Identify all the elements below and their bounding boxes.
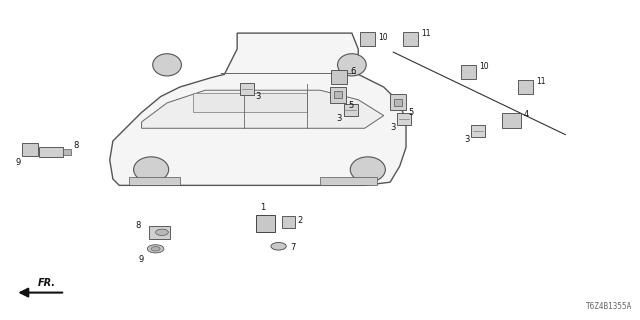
Circle shape — [147, 245, 164, 253]
Bar — [360, 32, 376, 46]
Bar — [397, 113, 411, 125]
Text: 1: 1 — [260, 203, 265, 212]
Ellipse shape — [153, 54, 181, 76]
Text: 4: 4 — [524, 109, 529, 118]
Text: 2: 2 — [298, 216, 303, 225]
Text: 3: 3 — [390, 123, 396, 132]
Text: 10: 10 — [479, 62, 489, 71]
Bar — [344, 104, 358, 116]
Bar — [63, 149, 71, 155]
Circle shape — [151, 247, 160, 251]
Text: 3: 3 — [337, 114, 342, 123]
Text: 11: 11 — [536, 77, 545, 86]
Polygon shape — [141, 90, 384, 128]
Bar — [22, 142, 38, 156]
Circle shape — [271, 243, 286, 250]
Bar — [518, 80, 533, 94]
Text: 8: 8 — [135, 221, 141, 230]
Text: T6Z4B1355A: T6Z4B1355A — [586, 302, 632, 311]
Text: 9: 9 — [16, 158, 21, 167]
Bar — [471, 125, 485, 137]
Bar — [334, 92, 342, 99]
Text: 11: 11 — [421, 28, 431, 38]
Bar — [282, 216, 294, 228]
Bar — [39, 147, 63, 157]
Bar — [461, 65, 476, 79]
Bar — [129, 178, 180, 185]
Text: 6: 6 — [351, 67, 356, 76]
Bar — [502, 113, 521, 128]
Bar — [149, 226, 170, 239]
Bar — [331, 70, 348, 84]
Bar — [390, 94, 406, 110]
Bar — [403, 32, 418, 46]
Text: 3: 3 — [464, 135, 469, 144]
Text: 9: 9 — [139, 254, 144, 264]
Bar — [330, 87, 346, 103]
Ellipse shape — [350, 157, 385, 182]
Circle shape — [156, 229, 168, 236]
Bar — [240, 83, 253, 95]
Text: 8: 8 — [74, 140, 79, 149]
Polygon shape — [109, 33, 406, 185]
Text: 10: 10 — [379, 33, 388, 42]
Ellipse shape — [337, 54, 366, 76]
Bar — [320, 178, 378, 185]
Ellipse shape — [134, 157, 169, 182]
Text: 7: 7 — [290, 244, 296, 252]
Text: 5: 5 — [408, 108, 413, 117]
Text: FR.: FR. — [38, 278, 56, 288]
Bar — [193, 93, 307, 112]
Bar — [394, 99, 401, 106]
Text: 3: 3 — [255, 92, 261, 101]
Bar — [256, 215, 275, 232]
Text: 5: 5 — [348, 100, 353, 110]
